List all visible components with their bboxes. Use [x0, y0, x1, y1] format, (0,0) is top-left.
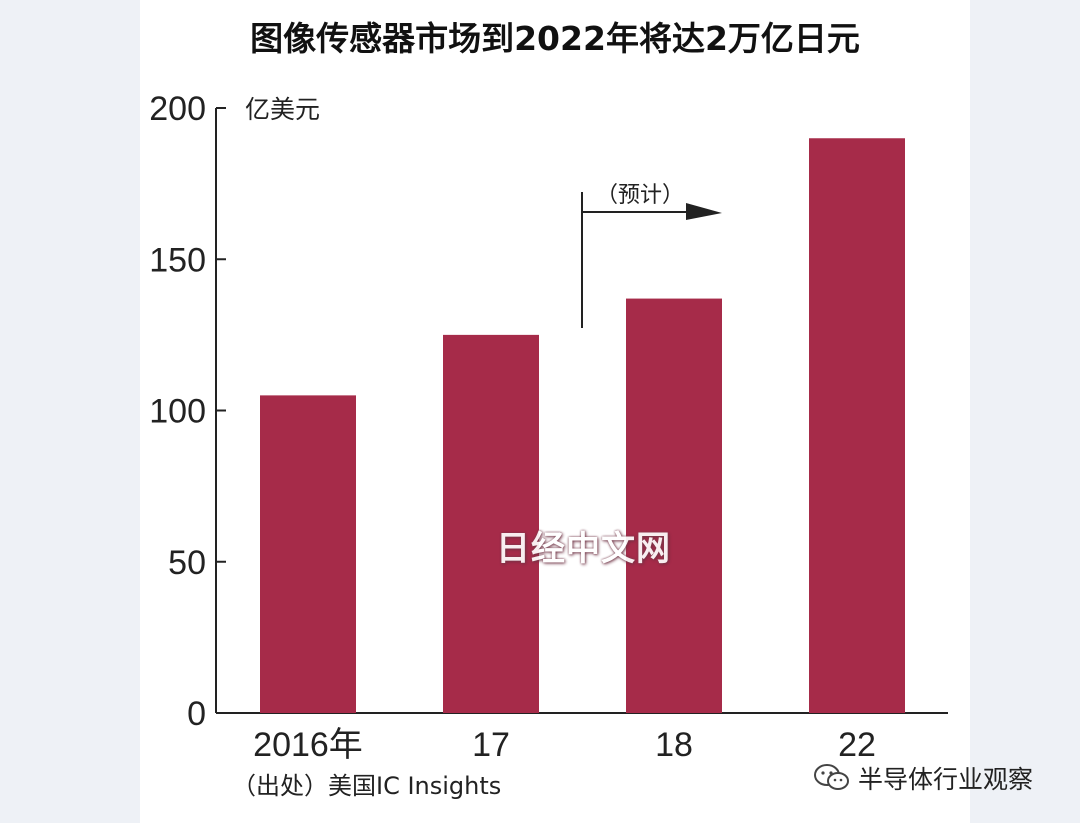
x-tick-label: 2016年 — [253, 726, 363, 764]
x-tick-label: 22 — [838, 726, 876, 764]
wechat-icon — [814, 764, 849, 790]
x-tick-label: 18 — [655, 726, 693, 764]
bar — [260, 395, 356, 713]
y-tick-label: 200 — [149, 90, 206, 128]
source-note: （出处）美国IC Insights — [232, 772, 502, 800]
chart-tick-labels: 0 50 100 150 200 2016年 17 18 22 — [149, 90, 876, 764]
x-tick-label: 17 — [472, 726, 510, 764]
y-tick-label: 100 — [149, 393, 206, 431]
bar — [809, 138, 905, 713]
brand-name: 半导体行业观察 — [858, 765, 1034, 794]
watermark-text: 日经中文网 — [496, 529, 671, 569]
bar — [626, 298, 722, 713]
chart-bars — [260, 138, 905, 713]
y-axis-unit: 亿美元 — [245, 95, 321, 124]
brand-signature: 半导体行业观察 — [812, 760, 1033, 796]
y-tick-label: 150 — [149, 241, 206, 279]
forecast-annotation: （预计） — [596, 183, 685, 208]
chart-title: 图像传感器市场到2022年将达2万亿日元 — [250, 19, 860, 58]
y-tick-label: 0 — [187, 695, 206, 733]
y-tick-label: 50 — [168, 544, 206, 582]
bar — [443, 334, 539, 713]
forecast-arrow — [581, 192, 722, 328]
